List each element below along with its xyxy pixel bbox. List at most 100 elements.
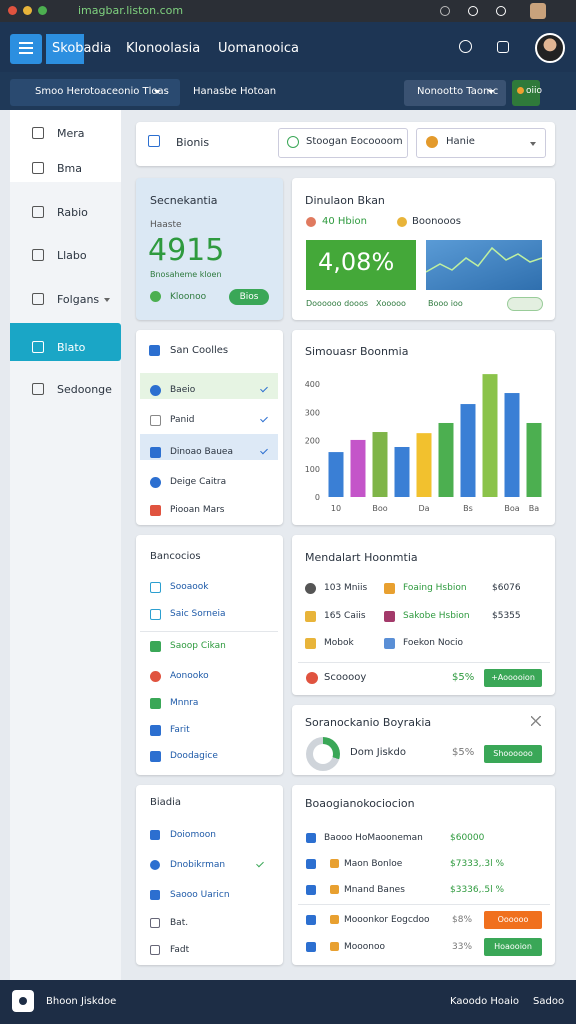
caret bbox=[104, 298, 110, 302]
summary-button[interactable]: +Aooooion bbox=[484, 669, 542, 687]
menu-item[interactable]: Aonooko bbox=[170, 671, 209, 681]
icon bbox=[426, 136, 438, 148]
list-item[interactable]: Dinoao Bauea bbox=[170, 447, 233, 457]
url-text: imagbar.liston.com bbox=[78, 4, 184, 17]
icon bbox=[287, 136, 299, 148]
divider bbox=[298, 662, 550, 663]
table-cell: Mooonkor Eogcdoo bbox=[344, 915, 430, 925]
bar bbox=[482, 374, 498, 497]
stat-value: 4915 bbox=[148, 233, 225, 268]
metric-footer: Doooooo dooos bbox=[306, 299, 368, 308]
footer-link[interactable]: Sadoo bbox=[533, 996, 565, 1007]
icon bbox=[397, 217, 407, 227]
icon bbox=[330, 859, 339, 868]
donut-hole bbox=[313, 744, 333, 764]
icon bbox=[384, 583, 395, 594]
progress-button[interactable]: Shoooooo bbox=[484, 745, 542, 763]
nav-link[interactable]: Klonoolasia bbox=[126, 41, 201, 56]
icon bbox=[440, 6, 450, 16]
menu-item[interactable]: Saic Sorneia bbox=[170, 609, 226, 619]
avatar bbox=[530, 3, 546, 19]
summary-item: Foekon Nocio bbox=[403, 638, 464, 648]
nav-link[interactable]: Uomanooica bbox=[218, 41, 299, 56]
tab-active[interactable] bbox=[10, 79, 180, 106]
list-item[interactable]: Panid bbox=[170, 415, 195, 425]
icon bbox=[150, 477, 161, 488]
icon bbox=[32, 162, 44, 174]
icon bbox=[306, 942, 316, 952]
table-cell: $60000 bbox=[450, 833, 485, 843]
menu-item[interactable]: Saoop Cikan bbox=[170, 641, 226, 651]
close-x[interactable] bbox=[531, 716, 541, 726]
card-title: Soranockanio Boyrakia bbox=[305, 716, 432, 729]
bar bbox=[328, 452, 344, 497]
sidebar-item[interactable]: Folgans bbox=[57, 293, 100, 306]
row-button[interactable]: Oooooo bbox=[484, 911, 542, 929]
bar-chart: 0 100 200 300 400 10 Boo Da Bs Boa Ba bbox=[305, 374, 542, 513]
x-tick-label: Bs bbox=[463, 504, 473, 513]
row-button[interactable]: Hoaooion bbox=[484, 938, 542, 956]
row-highlight bbox=[140, 434, 278, 460]
info-item[interactable]: Dnobikrman bbox=[170, 860, 226, 870]
divider bbox=[298, 904, 550, 905]
sidebar-active bbox=[10, 323, 121, 361]
icon bbox=[384, 638, 395, 649]
icon bbox=[306, 217, 316, 227]
table-cell: Baooo HoMaooneman bbox=[324, 833, 423, 843]
list-item[interactable]: Piooan Mars bbox=[170, 505, 225, 515]
stat-button[interactable]: Bios bbox=[229, 289, 269, 305]
card bbox=[136, 535, 283, 775]
bar bbox=[460, 404, 476, 497]
tab-label: Smoo Herotoaceonio Tloas bbox=[35, 86, 169, 97]
stat-footer: Kloonoo bbox=[170, 292, 207, 302]
table-cell: Mnand Banes bbox=[344, 885, 405, 895]
summary-value: $5% bbox=[452, 672, 475, 683]
filter-label: Bionis bbox=[176, 136, 210, 149]
icon bbox=[32, 293, 44, 305]
icon bbox=[150, 751, 161, 762]
sidebar-item[interactable]: Mera bbox=[57, 127, 85, 140]
icon bbox=[32, 249, 44, 261]
info-item[interactable]: Saooo Uaricn bbox=[170, 890, 230, 900]
sidebar-item[interactable]: Rabio bbox=[57, 206, 88, 219]
footer-link[interactable]: Kaoodo Hoaio bbox=[450, 996, 520, 1007]
sparkline bbox=[426, 246, 542, 273]
icon bbox=[148, 135, 160, 147]
list-item[interactable]: Deige Caitra bbox=[170, 477, 227, 487]
card-title: Biadia bbox=[150, 797, 182, 808]
icon bbox=[32, 341, 44, 353]
icon bbox=[150, 890, 160, 900]
sidebar-item[interactable]: Blato bbox=[57, 341, 86, 354]
icon bbox=[150, 830, 160, 840]
table-cell: Maon Bonloe bbox=[344, 859, 403, 869]
info-item[interactable]: Bat. bbox=[170, 918, 189, 928]
menu-item[interactable]: Doodagice bbox=[170, 751, 218, 761]
action-button[interactable] bbox=[512, 80, 540, 106]
sidebar-item[interactable]: Bma bbox=[57, 162, 83, 175]
card-title: Bancocios bbox=[150, 551, 201, 562]
icon bbox=[330, 915, 339, 924]
y-tick-label: 300 bbox=[305, 408, 320, 417]
list-item[interactable]: Baeio bbox=[170, 385, 196, 395]
filter-select[interactable] bbox=[278, 128, 408, 158]
info-item[interactable]: Doiomoon bbox=[170, 830, 216, 840]
metric-sparkline bbox=[426, 246, 542, 273]
x-tick-label: Boa bbox=[504, 504, 519, 513]
tab-label[interactable]: Hanasbe Hotoan bbox=[193, 86, 277, 97]
sidebar-item[interactable]: Llabo bbox=[57, 249, 87, 262]
menu-item[interactable]: Farit bbox=[170, 725, 190, 735]
user-avatar[interactable] bbox=[535, 33, 565, 63]
menu-item[interactable]: Sooaook bbox=[170, 582, 209, 592]
progress-label: Dom Jiskdo bbox=[350, 747, 406, 758]
sidebar-item[interactable]: Sedoonge bbox=[57, 383, 112, 396]
icon bbox=[150, 725, 161, 736]
menu-button[interactable] bbox=[10, 34, 42, 64]
card-title: Boaogianokociocion bbox=[305, 797, 415, 810]
icon bbox=[32, 206, 44, 218]
info-item[interactable]: Fadt bbox=[170, 945, 190, 955]
app-header bbox=[0, 22, 576, 72]
menu-item[interactable]: Mnnra bbox=[170, 698, 199, 708]
metric-footer: Booo ioo bbox=[428, 299, 463, 308]
icon bbox=[149, 345, 160, 356]
